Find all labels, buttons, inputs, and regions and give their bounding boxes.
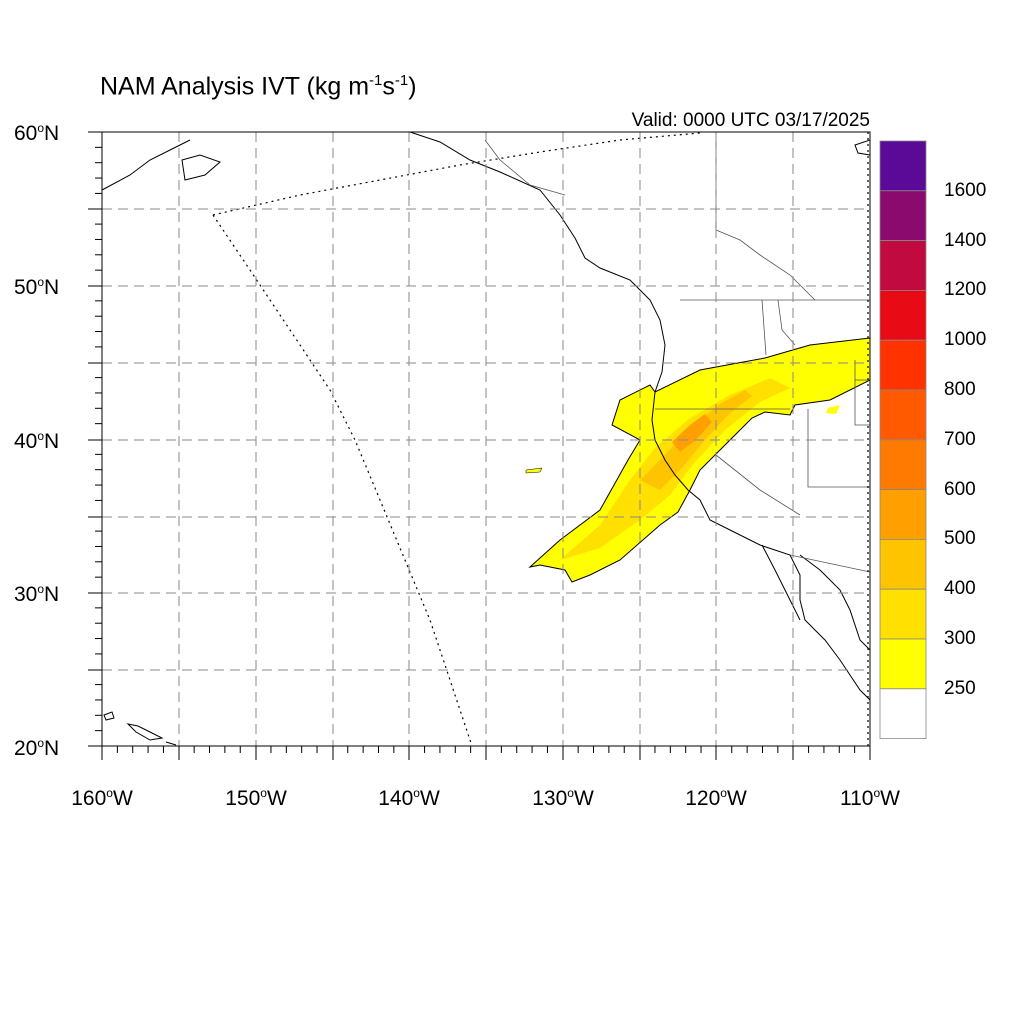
colorbar-label: 1200 xyxy=(944,279,987,301)
colorbar-label: 500 xyxy=(944,528,976,550)
ivt-core-500 xyxy=(672,414,712,452)
colorbar-swatch xyxy=(879,190,927,242)
graticule xyxy=(102,132,870,746)
colorbar-label: 250 xyxy=(944,677,976,699)
domain-boundary xyxy=(212,132,869,747)
minor-ticks xyxy=(95,146,856,753)
colorbar-label: 1000 xyxy=(944,329,987,351)
colorbar xyxy=(879,140,927,739)
colorbar-swatch xyxy=(879,140,927,192)
ivt-shading xyxy=(525,337,870,583)
lon-label-160w: 160oW xyxy=(71,786,133,810)
colorbar-label: 800 xyxy=(944,379,976,400)
lat-label-40: 40oN xyxy=(14,429,60,453)
colorbar-swatch xyxy=(879,289,927,341)
ivt-spot xyxy=(525,467,543,474)
ivt-spot-2 xyxy=(826,405,840,414)
lon-label-150w: 150oW xyxy=(225,786,287,810)
colorbar-swatch xyxy=(879,389,927,441)
colorbar-swatch xyxy=(879,688,927,739)
colorbar-label: 600 xyxy=(944,478,976,500)
colorbar-swatch xyxy=(879,638,927,690)
colorbar-swatch xyxy=(879,489,927,540)
valid-time-label: Valid: 0000 UTC 03/17/2025 xyxy=(631,110,870,131)
axis-ticks xyxy=(88,131,871,760)
colorbar-swatch xyxy=(879,539,927,590)
colorbar-label: 300 xyxy=(944,628,976,649)
lat-label-60: 60oN xyxy=(14,121,60,145)
colorbar-swatch xyxy=(879,588,927,640)
lon-label-140w: 140oW xyxy=(378,786,440,810)
lat-label-50: 50oN xyxy=(14,275,60,299)
coastlines xyxy=(102,132,870,746)
colorbar-label: 1600 xyxy=(944,179,987,201)
colorbar-label: 700 xyxy=(944,428,976,450)
lon-label-120w: 120oW xyxy=(685,786,747,810)
lat-label-30: 30oN xyxy=(14,582,60,606)
lon-label-130w: 130oW xyxy=(532,786,594,810)
colorbar-swatch xyxy=(879,240,927,291)
colorbar-swatch xyxy=(879,339,927,391)
map-title: NAM Analysis IVT (kg m-1s-1) xyxy=(100,72,417,101)
colorbar-label: 400 xyxy=(944,578,976,600)
lat-label-20: 20oN xyxy=(14,736,60,760)
lon-label-110w: 110oW xyxy=(840,786,900,810)
colorbar-label: 1400 xyxy=(944,229,987,251)
colorbar-swatch xyxy=(879,439,927,490)
